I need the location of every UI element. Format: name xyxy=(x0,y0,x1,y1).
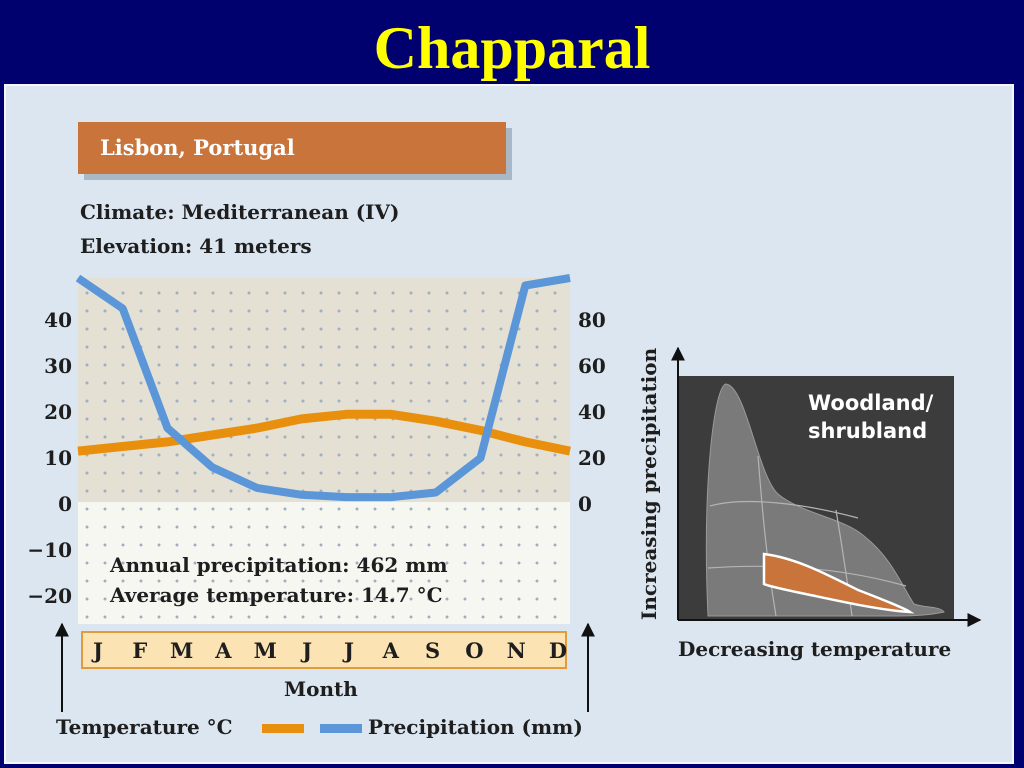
left-axis-tick: 40 xyxy=(44,308,72,332)
left-axis-tick: 20 xyxy=(44,400,72,424)
left-axis-tick: −10 xyxy=(27,538,72,562)
left-axis-tick: 30 xyxy=(44,354,72,378)
month-label: O xyxy=(465,638,483,663)
biome-region-label-2: shrubland xyxy=(808,419,927,443)
climate-chart: 40 30 20 10 0 −10 −20 80 60 40 20 0 Annual precipi… xyxy=(27,274,982,739)
month-label: J xyxy=(91,638,103,663)
annual-precipitation-text: Annual precipitation: 462 mm xyxy=(109,553,448,577)
climate-text: Climate: Mediterranean (IV) xyxy=(80,200,400,224)
biome-x-label: Decreasing temperature xyxy=(678,637,951,661)
left-axis-tick: 10 xyxy=(44,446,72,470)
left-axis-tick: 0 xyxy=(58,492,72,516)
right-axis-tick: 40 xyxy=(578,400,606,424)
left-axis-tick: −20 xyxy=(27,584,72,608)
location-banner: Lisbon, Portugal xyxy=(78,122,506,174)
biome-y-label: Increasing precipitation xyxy=(637,347,661,620)
right-axis-tick: 0 xyxy=(578,492,592,516)
biome-region-label-1: Woodland/ xyxy=(808,391,934,415)
average-temperature-text: Average temperature: 14.7 °C xyxy=(109,583,443,607)
x-axis-label: Month xyxy=(284,677,358,701)
slide-title: Chapparal xyxy=(373,15,651,81)
month-label: F xyxy=(132,638,147,663)
month-label: M xyxy=(170,638,193,663)
right-axis-tick: 80 xyxy=(578,308,606,332)
month-label: J xyxy=(342,638,354,663)
month-label: A xyxy=(382,638,400,663)
month-strip xyxy=(81,631,567,669)
month-label: A xyxy=(214,638,232,663)
biome-grid-line xyxy=(709,500,859,519)
legend-precipitation-swatch xyxy=(320,724,362,733)
month-label: J xyxy=(300,638,312,663)
legend-temperature-swatch xyxy=(262,724,304,733)
legend-temperature-label: Temperature °C xyxy=(56,715,233,739)
precipitation-series-line xyxy=(75,274,571,502)
biome-grid-line xyxy=(835,509,853,617)
right-axis-tick: 60 xyxy=(578,354,606,378)
climate-panel: Lisbon, Portugal Climate: Mediterranean … xyxy=(4,84,1014,764)
legend-precipitation-label: Precipitation (mm) xyxy=(368,715,583,739)
month-label: M xyxy=(254,638,277,663)
month-label: D xyxy=(549,638,567,663)
month-label: S xyxy=(425,638,440,663)
elevation-text: Elevation: 41 meters xyxy=(80,234,312,258)
right-axis-tick: 20 xyxy=(578,446,606,470)
biome-grid-line xyxy=(757,455,777,617)
month-label: N xyxy=(507,638,526,663)
plot-grid xyxy=(78,278,570,624)
chaparral-region xyxy=(762,552,915,614)
biome-diagram: Woodland/ shrubland Decreasing temperatu… xyxy=(637,346,982,661)
